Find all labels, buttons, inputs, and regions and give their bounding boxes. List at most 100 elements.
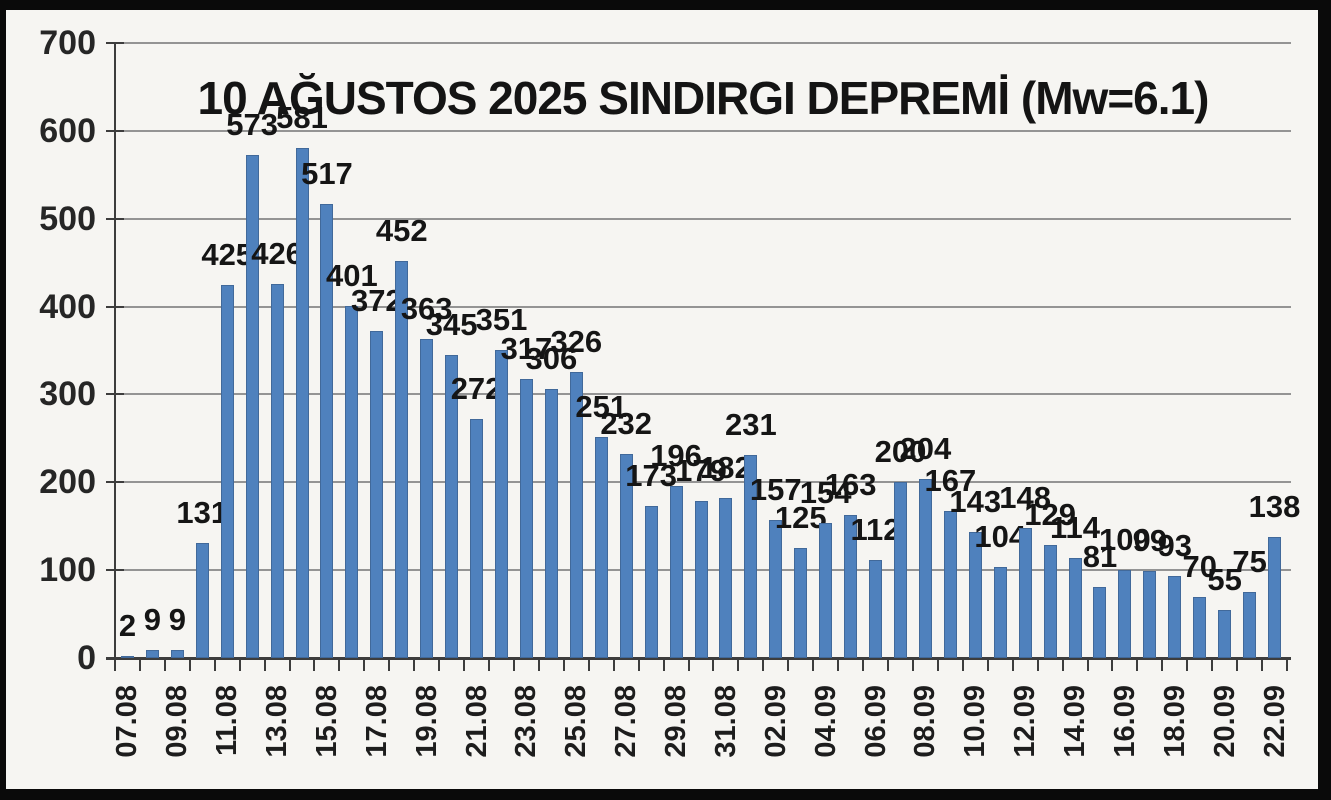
x-axis-label: 17.08 xyxy=(360,685,393,758)
bar-23.08 xyxy=(519,379,533,658)
x-axis-label: 19.08 xyxy=(410,685,443,758)
x-tick xyxy=(1211,658,1214,671)
bar-09.08 xyxy=(170,650,184,658)
bar-value-label: 70 xyxy=(1182,548,1217,584)
gridline-y-600 xyxy=(115,129,1291,132)
bar-16.09 xyxy=(1118,570,1132,658)
gridline-y-500 xyxy=(115,217,1291,220)
bar-01.09 xyxy=(744,455,758,658)
bar-14.08 xyxy=(295,147,309,658)
bar-value-label: 114 xyxy=(1050,509,1101,545)
bar-31.08 xyxy=(719,498,733,658)
bar-11.09 xyxy=(993,566,1007,658)
bar-value-label: 55 xyxy=(1207,561,1242,597)
bar-13.08 xyxy=(270,283,284,658)
x-tick xyxy=(762,658,765,671)
bar-value-label: 81 xyxy=(1082,538,1118,574)
bar-value-label: 179 xyxy=(675,452,727,488)
x-tick xyxy=(787,658,790,671)
x-tick xyxy=(562,658,565,671)
x-tick xyxy=(1261,658,1264,671)
bar-21.09 xyxy=(1243,592,1257,658)
bar-05.09 xyxy=(844,514,858,658)
bar-18.08 xyxy=(395,260,409,658)
bar-value-label: 200 xyxy=(874,434,927,470)
x-axis-label: 04.09 xyxy=(809,685,842,758)
bar-value-label: 251 xyxy=(575,389,628,425)
x-axis-label: 12.09 xyxy=(1009,685,1042,758)
frame-right xyxy=(1318,0,1331,800)
x-axis-label: 13.08 xyxy=(261,685,294,758)
bar-value-label: 99 xyxy=(1132,523,1168,559)
bar-16.08 xyxy=(345,305,359,658)
bar-value-label: 157 xyxy=(749,472,802,508)
bar-value-label: 131 xyxy=(176,494,229,530)
bar-value-label: 163 xyxy=(824,466,877,502)
bar-value-label: 75 xyxy=(1232,544,1267,580)
x-tick xyxy=(1086,658,1089,671)
frame-left xyxy=(0,0,6,800)
y-axis-label: 600 xyxy=(39,111,96,150)
bar-value-label: 93 xyxy=(1157,528,1193,564)
x-tick xyxy=(1286,658,1288,671)
bar-25.08 xyxy=(569,371,583,658)
x-tick xyxy=(288,658,291,671)
bar-22.08 xyxy=(495,349,508,658)
x-tick xyxy=(911,658,914,671)
bar-value-label: 401 xyxy=(326,257,378,293)
gridline-y-200 xyxy=(115,481,1291,484)
x-tick xyxy=(837,658,840,671)
x-axis-line xyxy=(106,657,1291,660)
x-tick xyxy=(862,658,865,671)
x-axis-label: 20.09 xyxy=(1208,685,1241,758)
x-tick xyxy=(737,658,740,671)
bar-value-label: 9 xyxy=(143,602,162,638)
bar-12.08 xyxy=(245,154,259,658)
bar-10.08 xyxy=(195,542,209,658)
bar-10.09 xyxy=(968,532,982,658)
bar-value-label: 148 xyxy=(999,479,1052,515)
bar-value-label: 231 xyxy=(724,407,777,443)
x-tick xyxy=(1136,658,1139,671)
x-tick xyxy=(313,658,316,671)
bar-18.09 xyxy=(1168,576,1182,658)
x-tick xyxy=(463,658,466,671)
gridline-y-700 xyxy=(115,42,1291,44)
x-axis-label: 07.08 xyxy=(111,685,144,758)
x-tick xyxy=(488,658,491,671)
y-axis-label: 0 xyxy=(77,639,96,677)
x-tick xyxy=(413,658,416,671)
bar-value-label: 306 xyxy=(525,341,578,377)
x-axis-label: 29.08 xyxy=(660,685,693,758)
bar-19.09 xyxy=(1193,596,1207,658)
y-axis-label: 100 xyxy=(39,551,96,590)
x-tick xyxy=(1161,658,1164,671)
bar-20.08 xyxy=(445,354,459,658)
bar-value-label: 351 xyxy=(475,301,528,337)
x-tick xyxy=(612,658,615,671)
x-tick xyxy=(537,658,540,671)
x-tick xyxy=(138,658,141,671)
x-tick xyxy=(1011,658,1014,671)
bar-value-label: 112 xyxy=(850,511,901,547)
x-tick xyxy=(263,658,266,671)
bar-value-label: 363 xyxy=(400,291,453,327)
gridline-y-400 xyxy=(115,305,1291,308)
bar-value-label: 232 xyxy=(600,406,653,442)
bar-17.08 xyxy=(370,331,384,658)
bar-14.09 xyxy=(1068,557,1082,658)
x-axis-label: 18.09 xyxy=(1158,685,1191,758)
x-tick xyxy=(363,658,366,671)
x-axis-label: 27.08 xyxy=(610,685,643,758)
x-tick xyxy=(512,658,515,671)
bar-value-label: 204 xyxy=(899,430,952,466)
x-tick xyxy=(1186,658,1189,671)
bar-28.08 xyxy=(644,506,658,658)
bar-value-label: 317 xyxy=(500,331,553,367)
bar-11.08 xyxy=(220,284,234,658)
bar-value-label: 426 xyxy=(251,235,303,271)
bar-19.08 xyxy=(420,339,434,658)
bar-22.09 xyxy=(1268,536,1282,658)
bar-07.08 xyxy=(120,656,134,659)
